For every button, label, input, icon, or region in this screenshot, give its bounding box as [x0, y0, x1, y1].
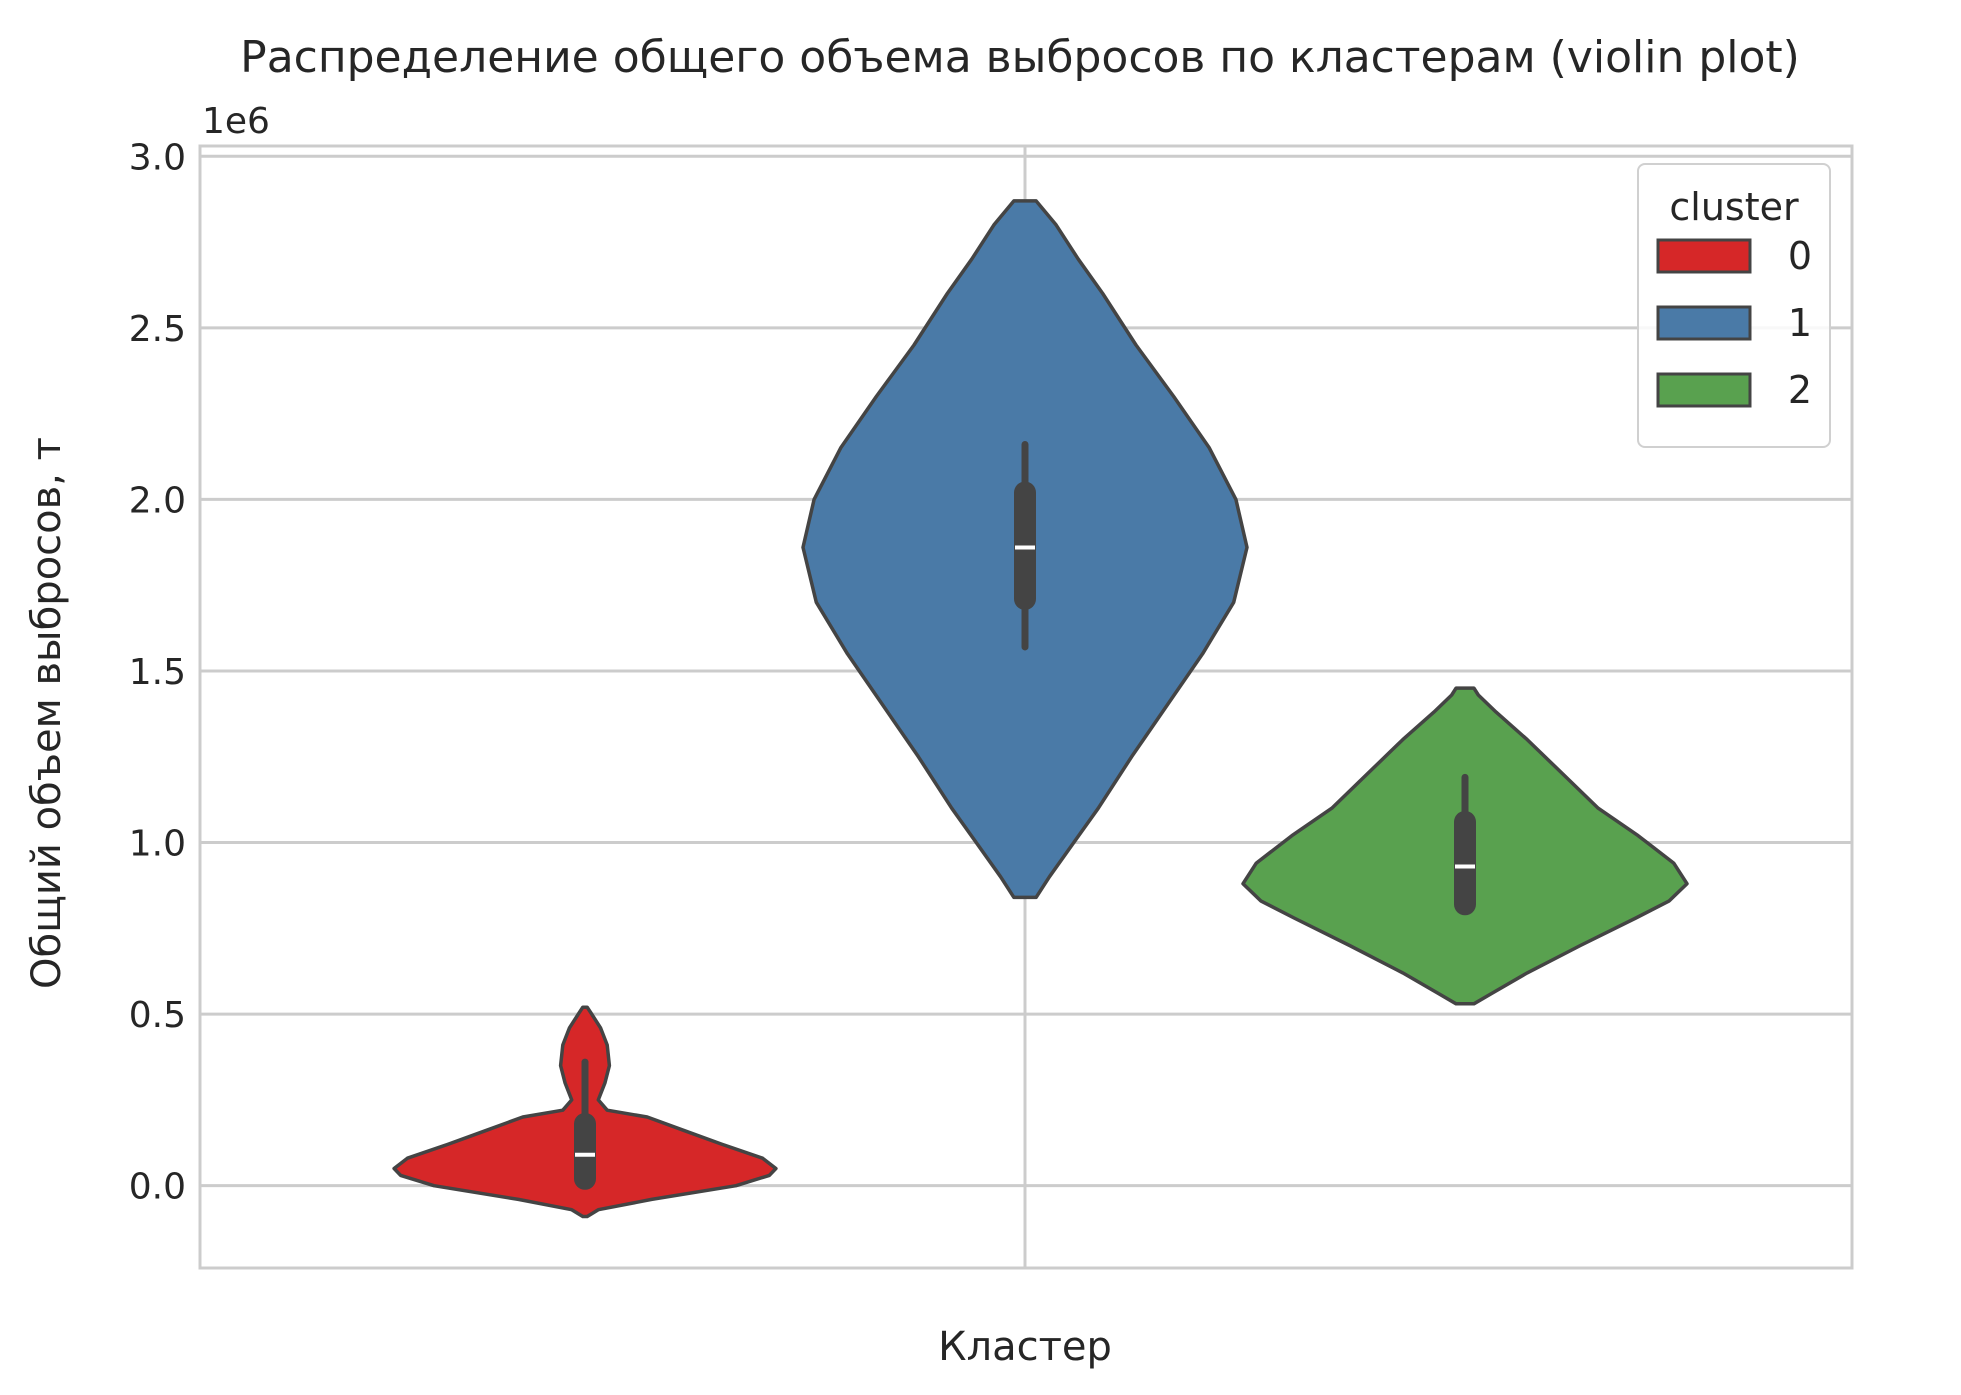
y-tick-label: 2.5 [129, 309, 186, 350]
inner-boxes [574, 441, 1476, 1190]
legend-title: cluster [1669, 185, 1799, 229]
y-axis-label: Общий объем выбросов, т [24, 437, 70, 989]
x-axis-label: Кластер [938, 1324, 1112, 1370]
chart-title: Распределение общего объема выбросов по … [240, 32, 1800, 83]
legend-label-2: 2 [1788, 368, 1812, 412]
plot-frame [198, 144, 1854, 1270]
y-tick-labels: 0.0 0.5 1.0 1.5 2.0 2.5 3.0 [129, 137, 186, 1207]
y-tick-label: 0.0 [129, 1167, 186, 1208]
legend-label-1: 1 [1788, 301, 1812, 345]
legend-swatch-0 [1656, 238, 1752, 274]
y-tick-label: 2.0 [129, 480, 186, 521]
legend-swatch-2 [1656, 372, 1752, 408]
legend-items: 0 1 2 [1656, 234, 1812, 412]
legend-swatch-1 [1656, 305, 1752, 341]
legend-label-0: 0 [1788, 234, 1812, 278]
y-offset-text: 1e6 [202, 101, 270, 142]
legend: cluster 0 1 2 [1637, 163, 1831, 448]
y-tick-label: 1.5 [129, 652, 186, 693]
y-tick-label: 0.5 [129, 995, 186, 1036]
y-tick-label: 1.0 [129, 824, 186, 865]
y-tick-label: 3.0 [129, 137, 186, 178]
